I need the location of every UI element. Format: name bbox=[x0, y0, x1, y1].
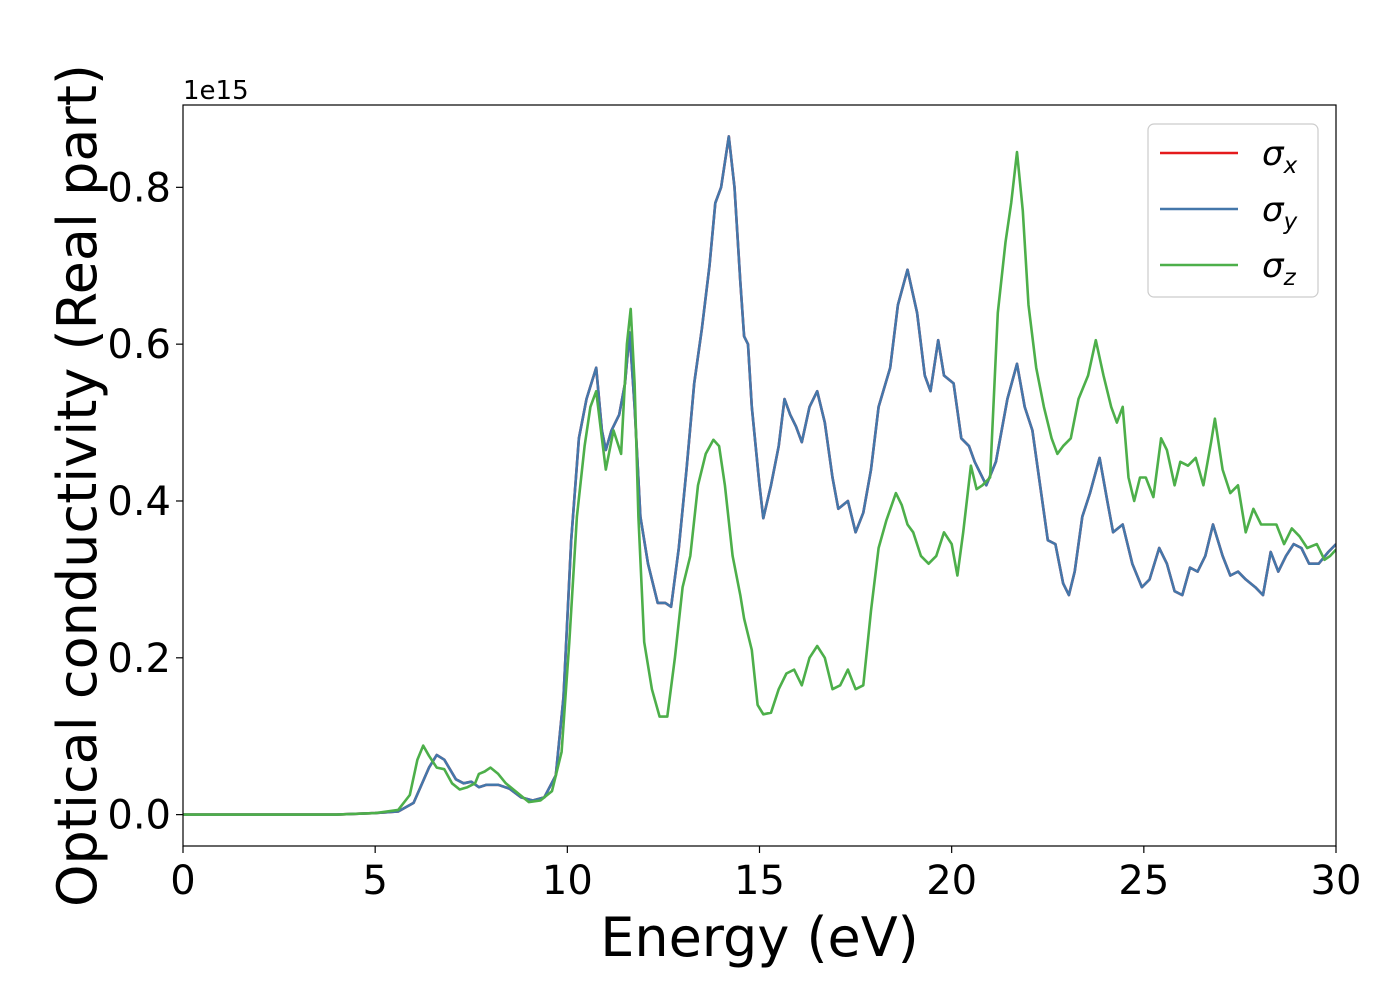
x-axis-label: Energy (eV) bbox=[600, 906, 919, 969]
y-tick-label: 0.2 bbox=[107, 636, 171, 682]
x-tick-label: 5 bbox=[362, 858, 387, 904]
y-tick-label: 0.0 bbox=[107, 793, 171, 839]
series-line-z bbox=[183, 150, 1336, 816]
y-offset-label: 1e15 bbox=[183, 76, 249, 106]
series-line-y bbox=[183, 135, 1336, 816]
x-tick-label: 0 bbox=[170, 858, 195, 904]
y-axis: 0.0 0.2 0.4 0.6 0.8 bbox=[107, 165, 183, 839]
y-axis-label: Optical conductivity (Real part) bbox=[46, 64, 109, 907]
y-tick-label: 0.4 bbox=[107, 479, 171, 525]
y-tick-label: 0.8 bbox=[107, 165, 171, 211]
x-tick-label: 25 bbox=[1118, 858, 1169, 904]
y-tick-label: 0.6 bbox=[107, 322, 171, 368]
x-tick-label: 20 bbox=[926, 858, 977, 904]
x-tick-label: 10 bbox=[542, 858, 593, 904]
series-layer bbox=[183, 135, 1336, 816]
x-axis: 0 5 10 15 20 25 30 bbox=[170, 846, 1361, 904]
x-tick-label: 15 bbox=[734, 858, 785, 904]
legend-box bbox=[1147, 123, 1319, 298]
x-tick-label: 30 bbox=[1311, 858, 1362, 904]
